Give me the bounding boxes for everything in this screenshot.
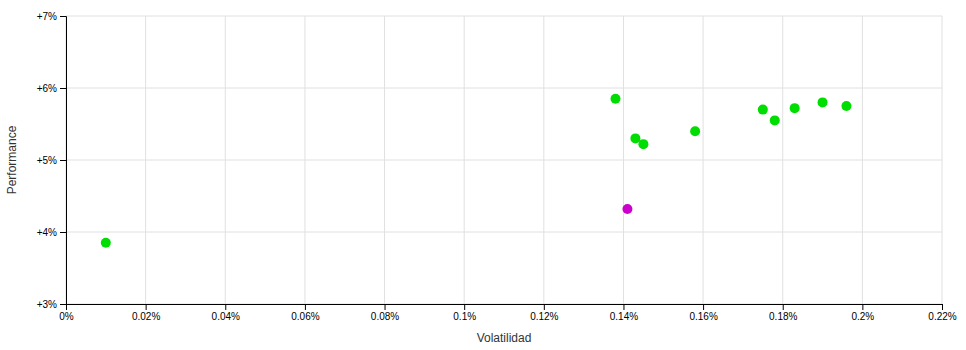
grid-line-y <box>66 232 942 233</box>
x-axis: 0% 0.02% 0.04% 0.06% 0.08% 0.1% 0.12% 0.14% 0.16… <box>59 304 957 322</box>
x-tick: 0.02% <box>132 304 160 322</box>
grid-line-y <box>66 160 942 161</box>
x-tick-label: 0.04% <box>212 311 240 322</box>
series <box>101 94 852 248</box>
grid-line-y <box>66 16 942 17</box>
x-axis-title: Volatilidad <box>477 331 532 345</box>
x-tick-label: 0.06% <box>291 311 319 322</box>
x-tick-mark <box>862 304 863 310</box>
points <box>101 94 852 248</box>
x-tick-mark <box>464 304 465 310</box>
x-tick: 0.18% <box>769 304 797 322</box>
y-tick: +3% <box>37 299 66 310</box>
x-tick-label: 0.12% <box>530 311 558 322</box>
chart: 0% 0.02% 0.04% 0.06% 0.08% 0.1% 0.12% 0.14% 0.16… <box>0 0 966 350</box>
y-tick-label: +4% <box>37 227 57 238</box>
x-tick-label: 0.16% <box>689 311 717 322</box>
grid-line-y <box>66 88 942 89</box>
x-tick-label: 0.22% <box>928 311 956 322</box>
x-tick: 0.2% <box>851 304 874 322</box>
x-tick-label: 0.14% <box>610 311 638 322</box>
y-tick-mark <box>60 304 66 305</box>
y-axis: +3% +4% +5% +6% +7% <box>37 11 67 310</box>
y-tick-label: +7% <box>37 11 57 22</box>
y-tick: +4% <box>37 227 66 238</box>
y-axis-title: Performance <box>5 125 19 194</box>
x-tick-label: 0.02% <box>132 311 160 322</box>
x-tick-label: 0.18% <box>769 311 797 322</box>
x-tick-label: 0.08% <box>371 311 399 322</box>
x-tick-label: 0.1% <box>453 311 476 322</box>
x-tick-mark <box>544 304 545 310</box>
x-tick: 0.14% <box>610 304 638 322</box>
y-tick: +7% <box>37 11 66 22</box>
x-tick: 0.12% <box>530 304 558 322</box>
y-tick-mark <box>60 160 66 161</box>
point <box>630 133 640 143</box>
point <box>622 204 632 214</box>
point <box>610 94 620 104</box>
point <box>790 103 800 113</box>
x-tick-mark <box>385 304 386 310</box>
y-tick-label: +5% <box>37 155 57 166</box>
point <box>841 101 851 111</box>
point <box>818 97 828 107</box>
x-axis-line <box>67 305 943 311</box>
x-tick: 0.16% <box>689 304 717 322</box>
y-tick: +6% <box>37 83 66 94</box>
y-tick-mark <box>60 16 66 17</box>
y-tick-label: +6% <box>37 83 57 94</box>
x-tick-label: 0.2% <box>851 311 874 322</box>
x-tick-mark <box>305 304 306 310</box>
x-tick: 0% <box>59 304 74 322</box>
x-tick-mark <box>703 304 704 310</box>
x-tick: 0.08% <box>371 304 399 322</box>
y-tick-mark <box>60 88 66 89</box>
x-tick: 0.1% <box>453 304 476 322</box>
x-tick-mark <box>942 304 943 310</box>
series <box>622 204 632 214</box>
y-tick-mark <box>60 232 66 233</box>
grid <box>66 16 942 304</box>
point <box>690 126 700 136</box>
plot: 0% 0.02% 0.04% 0.06% 0.08% 0.1% 0.12% 0.14% 0.16… <box>37 11 957 322</box>
point <box>638 139 648 149</box>
point <box>101 238 111 248</box>
point <box>758 105 768 115</box>
x-tick-mark <box>623 304 624 310</box>
x-tick-mark <box>225 304 226 310</box>
x-tick-label: 0% <box>59 311 74 322</box>
y-axis-line <box>60 17 67 305</box>
y-tick-label: +3% <box>37 299 57 310</box>
x-tick: 0.22% <box>928 304 956 322</box>
x-tick: 0.04% <box>212 304 240 322</box>
x-tick: 0.06% <box>291 304 319 322</box>
x-tick-mark <box>783 304 784 310</box>
y-tick: +5% <box>37 155 66 166</box>
point <box>770 115 780 125</box>
x-tick-mark <box>146 304 147 310</box>
